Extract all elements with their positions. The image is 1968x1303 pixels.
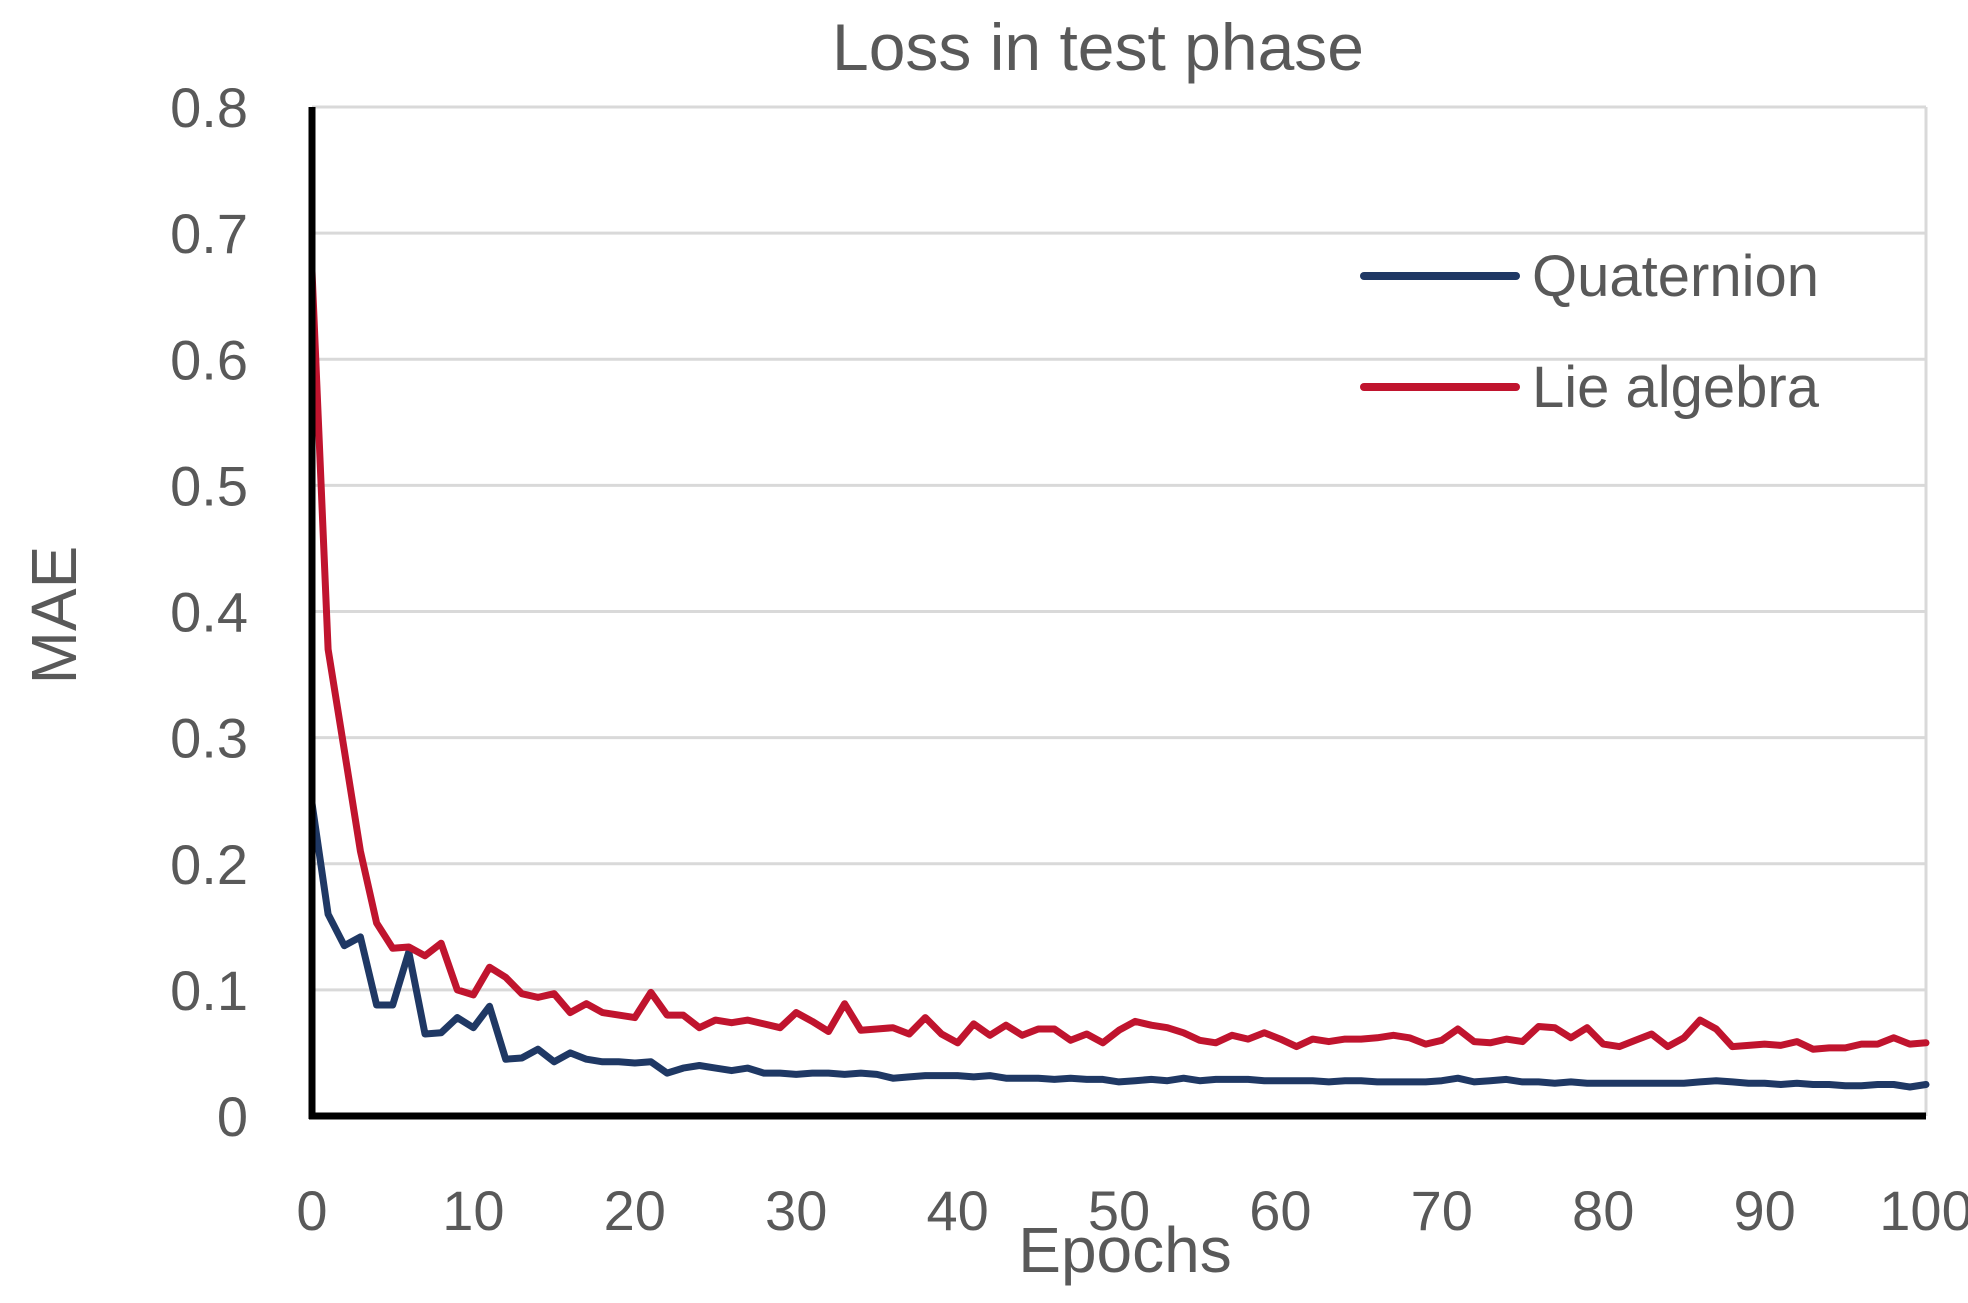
x-tick-label: 50: [1088, 1179, 1150, 1242]
legend: Quaternion Lie algebra: [1360, 244, 1820, 420]
axes: [308, 107, 1926, 1120]
y-tick-label: 0.3: [170, 707, 248, 770]
x-tick-label: 30: [765, 1179, 827, 1242]
x-tick-label: 100: [1879, 1179, 1968, 1242]
y-tick-label: 0.4: [170, 581, 248, 644]
y-tick-label: 0.6: [170, 328, 248, 391]
x-tick-label: 70: [1411, 1179, 1473, 1242]
y-tick-label: 0.1: [170, 959, 248, 1022]
x-tick-label: 10: [442, 1179, 504, 1242]
x-tick-label: 60: [1249, 1179, 1311, 1242]
y-tick-label: 0: [217, 1085, 248, 1148]
legend-label-quaternion: Quaternion: [1532, 244, 1819, 309]
y-tick-label: 0.8: [170, 76, 248, 139]
x-tick-label: 20: [604, 1179, 666, 1242]
x-axis-title: Epochs: [1018, 1214, 1231, 1286]
x-tick-label: 90: [1733, 1179, 1795, 1242]
y-tick-label: 0.7: [170, 202, 248, 265]
x-tick-label: 40: [926, 1179, 988, 1242]
legend-label-lie-algebra: Lie algebra: [1532, 355, 1820, 420]
y-axis-title: MAE: [18, 546, 90, 685]
x-tick-label: 0: [296, 1179, 327, 1242]
series-lines: [308, 267, 1930, 1091]
y-tick-label: 0.2: [170, 833, 248, 896]
chart-title: Loss in test phase: [832, 10, 1364, 84]
x-tick-label: 80: [1572, 1179, 1634, 1242]
series-line-lie-algebra: [308, 267, 1930, 1053]
series-line-quaternion: [308, 799, 1930, 1091]
y-tick-label: 0.5: [170, 454, 248, 517]
tick-labels: 0 0.1 0.2 0.3 0.4 0.5 0.6 0.7 0.8 0 10 20 30 40 50 60 70…: [170, 76, 1968, 1242]
gridlines: [312, 105, 1928, 1116]
